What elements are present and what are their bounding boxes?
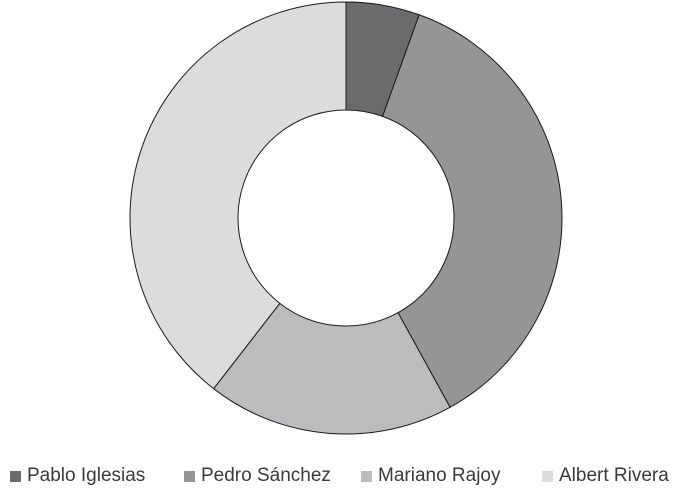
legend-swatch-albert-rivera (542, 470, 553, 482)
legend: Pablo Iglesias Pedro Sánchez Mariano Raj… (0, 463, 688, 489)
legend-label-pedro-sanchez: Pedro Sánchez (201, 465, 331, 486)
slice-pedro-sanchez (381, 14, 563, 408)
legend-label-mariano-rajoy: Mariano Rajoy (378, 465, 501, 486)
legend-item-pablo-iglesias: Pablo Iglesias (10, 463, 145, 489)
slice-albert-rivera (129, 1, 347, 390)
legend-item-pedro-sanchez: Pedro Sánchez (184, 463, 331, 489)
donut-chart (129, 1, 563, 435)
slice-mariano-rajoy (212, 302, 451, 435)
legend-label-albert-rivera: Albert Rivera (559, 465, 669, 486)
legend-item-albert-rivera: Albert Rivera (542, 463, 669, 489)
legend-label-pablo-iglesias: Pablo Iglesias (27, 465, 146, 486)
legend-swatch-pablo-iglesias (10, 470, 21, 482)
legend-item-mariano-rajoy: Mariano Rajoy (361, 463, 501, 489)
legend-swatch-mariano-rajoy (361, 470, 372, 482)
legend-swatch-pedro-sanchez (184, 470, 195, 482)
